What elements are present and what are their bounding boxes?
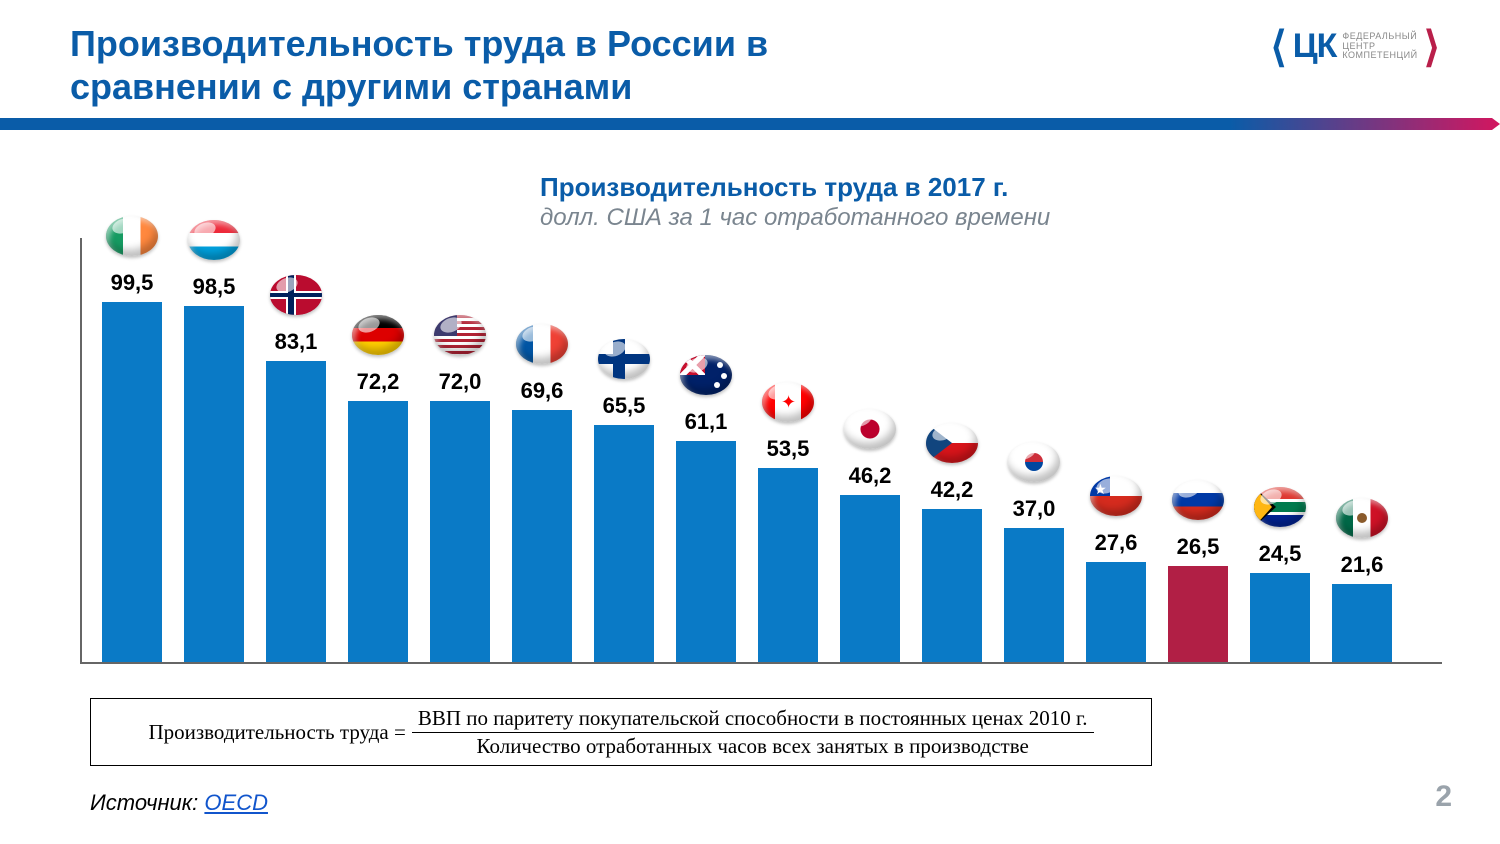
formula-fraction: ВВП по паритету покупательской способнос… [412,705,1094,759]
chart-plot-area: 99,598,583,172,272,069,665,561,153,5✦46,… [80,238,1442,664]
bar-australia: 61,1 [676,441,736,662]
flag-icon [844,409,896,449]
bar-finland: 65,5 [594,425,654,662]
source-link[interactable]: OECD [204,790,268,815]
chart-subtitle: долл. США за 1 час отработанного времени [540,204,1050,232]
bar-rect [922,509,982,662]
logo: ⟨ ЦК ФЕДЕРАЛЬНЫЙ ЦЕНТР КОМПЕТЕНЦИЙ ⟩ [1270,22,1440,71]
formula-numerator: ВВП по паритету покупательской способнос… [412,705,1094,732]
bar-rect [430,401,490,662]
bar-usa: 72,0 [430,401,490,662]
bar-chart: 99,598,583,172,272,069,665,561,153,5✦46,… [80,240,1440,664]
logo-bracket-left: ⟨ [1270,22,1286,71]
bar-value-label: 98,5 [174,274,254,300]
logo-subtitle: ФЕДЕРАЛЬНЫЙ ЦЕНТР КОМПЕТЕНЦИЙ [1342,32,1417,62]
bar-value-label: 99,5 [92,270,172,296]
bar-value-label: 24,5 [1240,541,1320,567]
bar-germany: 72,2 [348,401,408,662]
bar-rect [758,468,818,662]
flag-icon: ✦ [762,382,814,422]
bar-value-label: 37,0 [994,496,1074,522]
bar-france: 69,6 [512,410,572,662]
logo-main: ЦК [1293,27,1337,66]
flag-icon: ★ [1090,476,1142,516]
bar-rect [1004,528,1064,662]
flag-icon [106,216,158,256]
bar-russia: 26,5 [1168,566,1228,662]
flag-icon [598,339,650,379]
bar-rect [1168,566,1228,662]
bar-value-label: 72,2 [338,369,418,395]
bar-value-label: 26,5 [1158,534,1238,560]
source-label: Источник: OECD [90,790,268,816]
bar-value-label: 83,1 [256,329,336,355]
bar-rect [1250,573,1310,662]
bar-rect [840,495,900,662]
bar-mexico: 21,6 [1332,584,1392,662]
bar-south-africa: 24,5 [1250,573,1310,662]
logo-bracket-right: ⟩ [1424,22,1440,71]
flag-icon [1008,442,1060,482]
flag-icon [188,220,240,260]
divider-bar [0,118,1500,130]
formula-box: Производительность труда = ВВП по парите… [90,698,1152,766]
bar-rect [266,361,326,662]
bar-value-label: 61,1 [666,409,746,435]
formula-denominator: Количество отработанных часов всех занят… [471,733,1035,759]
flag-icon [1254,487,1306,527]
bar-chile: 27,6★ [1086,562,1146,662]
bar-rect [1086,562,1146,662]
bar-rect [348,401,408,662]
bar-luxembourg: 98,5 [184,306,244,662]
bar-rect [1332,584,1392,662]
bar-rect [184,306,244,662]
bar-value-label: 21,6 [1322,552,1402,578]
bar-canada: 53,5✦ [758,468,818,662]
flag-icon [926,423,978,463]
bar-norway: 83,1 [266,361,326,662]
flag-icon [352,315,404,355]
flag-icon [434,315,486,355]
page-number: 2 [1435,780,1452,814]
bar-rect [594,425,654,662]
bar-value-label: 46,2 [830,463,910,489]
bar-rect [102,302,162,662]
flag-icon [680,355,732,395]
bar-czechia: 42,2 [922,509,982,662]
chart-title: Производительность труда в 2017 г. [540,172,1008,203]
bar-value-label: 27,6 [1076,530,1156,556]
bar-value-label: 42,2 [912,477,992,503]
bar-rect [676,441,736,662]
flag-icon [516,324,568,364]
bar-value-label: 72,0 [420,369,500,395]
formula-lhs: Производительность труда = [148,720,411,745]
bar-rect [512,410,572,662]
bar-value-label: 69,6 [502,378,582,404]
flag-icon [1172,480,1224,520]
bar-value-label: 53,5 [748,436,828,462]
bar-value-label: 65,5 [584,393,664,419]
bar-ireland: 99,5 [102,302,162,662]
slide-title: Производительность труда в России в срав… [70,22,950,108]
bar-japan: 46,2 [840,495,900,662]
flag-icon [1336,498,1388,538]
flag-icon [270,275,322,315]
bar-south-korea: 37,0 [1004,528,1064,662]
